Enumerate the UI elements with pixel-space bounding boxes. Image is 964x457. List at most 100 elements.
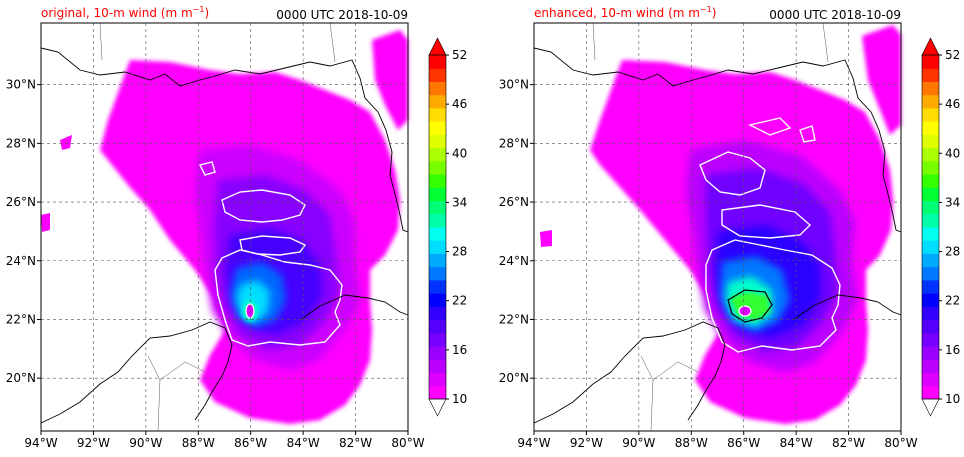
map-frame — [533, 22, 902, 432]
colorbar-segment — [429, 359, 446, 374]
colorbar-tick-label: 40 — [452, 146, 467, 160]
y-tick-label: 24°N — [6, 254, 36, 268]
colorbar-segment — [922, 160, 939, 175]
colorbar-segment — [429, 319, 446, 334]
colorbar-segment — [922, 55, 939, 69]
colorbar-segment — [922, 213, 939, 228]
coastlines — [533, 22, 902, 432]
colorbar-segment — [922, 266, 939, 281]
panel-title-left: enhanced, 10-m wind (m m−1) — [534, 5, 716, 20]
colorbar-extend-min — [428, 398, 447, 417]
y-tick-label: 28°N — [499, 136, 529, 150]
x-axis: 94°W 92°W 90°W 88°W 86°W 84°W 82°W 80°W — [24, 431, 425, 450]
y-tick-label: 24°N — [499, 254, 529, 268]
y-tick-label: 20°N — [499, 371, 529, 385]
colorbar-segment — [922, 332, 939, 347]
colorbar-segment — [922, 174, 939, 188]
colorbar-segment — [922, 81, 939, 96]
colorbar-segment — [429, 55, 446, 69]
wind-field-west2 — [41, 213, 50, 232]
panel-title-right: 0000 UTC 2018-10-09 — [769, 8, 901, 22]
colorbar: 10 16 22 28 34 40 46 52 — [921, 37, 960, 417]
colorbar-segment — [922, 107, 939, 122]
colorbar-segment — [922, 306, 939, 321]
colorbar-segment — [922, 279, 939, 294]
x-tick-label: 80°W — [391, 436, 424, 450]
colorbar-tick-label: 40 — [945, 146, 960, 160]
x-tick-label: 82°W — [832, 436, 865, 450]
colorbar-segment — [922, 319, 939, 334]
wind-field-west — [60, 135, 72, 150]
colorbar-segment — [429, 68, 446, 82]
y-tick-label: 30°N — [499, 78, 529, 92]
colorbar-tick-label: 22 — [945, 294, 960, 308]
colorbar-segment — [922, 134, 939, 149]
isotach-contour-outer — [705, 239, 841, 353]
colorbar-segment — [429, 174, 446, 188]
isotach-contour-outer — [214, 249, 343, 347]
colorbar-segment — [429, 253, 446, 268]
y-tick-label: 22°N — [499, 312, 529, 326]
y-axis: 20°N 22°N 24°N 26°N 28°N 30°N — [6, 78, 41, 385]
panel-original: original, 10-m wind (m m−1) 0000 UTC 201… — [6, 5, 468, 450]
x-tick-label: 84°W — [780, 436, 813, 450]
storm-eye — [245, 303, 255, 319]
colorbar-tick-label: 28 — [945, 245, 960, 259]
colorbar-segment — [429, 187, 446, 202]
y-tick-label: 26°N — [6, 195, 36, 209]
colorbar-frame — [921, 54, 940, 400]
y-axis: 20°N 22°N 24°N 26°N 28°N 30°N — [499, 78, 534, 385]
colorbar-tick-label: 10 — [452, 392, 467, 406]
colorbar-segment — [429, 134, 446, 149]
colorbar-frame — [428, 54, 447, 400]
colorbar-segment — [922, 372, 939, 387]
storm-eye — [738, 305, 752, 317]
colorbar-segment — [429, 81, 446, 96]
colorbar-segment — [922, 147, 939, 162]
x-tick-label: 84°W — [287, 436, 320, 450]
colorbar-tick-label: 34 — [945, 195, 960, 209]
colorbar-segment — [922, 121, 939, 135]
isotach-contour-north — [221, 189, 306, 223]
wind-field — [41, 30, 408, 424]
colorbar-segment — [429, 160, 446, 175]
colorbar-segment — [922, 385, 939, 400]
x-tick-label: 90°W — [622, 436, 655, 450]
x-tick-label: 92°W — [570, 436, 603, 450]
coastline-cuba — [299, 294, 409, 321]
x-tick-label: 88°W — [675, 436, 708, 450]
colorbar-segment — [922, 227, 939, 241]
map-frame — [40, 22, 409, 432]
panel-enhanced: enhanced, 10-m wind (m m−1) 0000 UTC 201… — [499, 5, 961, 450]
isotach-contour-34 — [727, 289, 773, 323]
colorbar-segment — [429, 306, 446, 321]
y-tick-label: 26°N — [499, 195, 529, 209]
gridlines — [534, 23, 901, 431]
border-us — [99, 22, 336, 63]
wind-field-east — [862, 25, 901, 135]
y-tick-label: 30°N — [6, 78, 36, 92]
coastline-gulf — [40, 47, 409, 233]
colorbar-segment — [429, 279, 446, 294]
colorbar-extend-min — [921, 398, 940, 417]
colorbar-tick-label: 34 — [452, 195, 467, 209]
isotach-contour-mid — [239, 235, 307, 256]
colorbar-segment — [429, 94, 446, 109]
colorbar-segment — [429, 240, 446, 254]
colorbar-tick-label: 52 — [452, 48, 467, 62]
colorbar-tick-label: 52 — [945, 48, 960, 62]
colorbar-tick-label: 22 — [452, 294, 467, 308]
colorbar-segment — [922, 94, 939, 109]
x-tick-label: 94°W — [24, 436, 57, 450]
x-tick-label: 86°W — [727, 436, 760, 450]
colorbar-extend-max — [921, 37, 940, 56]
isotach-contour-north — [699, 151, 766, 196]
coastline-cuba — [792, 294, 902, 321]
colorbar-segment — [922, 240, 939, 254]
y-tick-label: 20°N — [6, 371, 36, 385]
colorbar-tick-label: 28 — [452, 245, 467, 259]
colorbar-tick-label: 16 — [945, 343, 960, 357]
colorbar: 10 16 22 28 34 40 46 52 — [428, 37, 467, 417]
colorbar-segment — [429, 121, 446, 135]
